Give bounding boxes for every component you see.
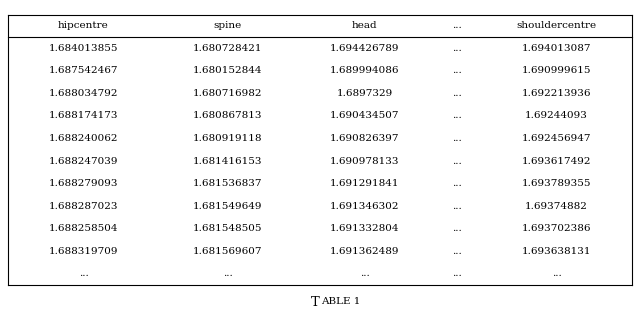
- Text: 1.680867813: 1.680867813: [193, 111, 262, 120]
- Text: ...: ...: [360, 269, 369, 278]
- Text: T: T: [311, 295, 320, 308]
- Text: ...: ...: [452, 247, 462, 256]
- Text: 1.688279093: 1.688279093: [49, 179, 118, 188]
- Text: 1.688240062: 1.688240062: [49, 134, 118, 143]
- Text: 1.690999615: 1.690999615: [522, 66, 591, 75]
- Text: ...: ...: [452, 66, 462, 75]
- Text: 1.688034792: 1.688034792: [49, 89, 118, 98]
- Text: ...: ...: [452, 111, 462, 120]
- Text: shouldercentre: shouldercentre: [516, 21, 596, 30]
- Text: 1.689994086: 1.689994086: [330, 66, 399, 75]
- Text: spine: spine: [213, 21, 241, 30]
- Text: 1.681569607: 1.681569607: [193, 247, 262, 256]
- Text: ...: ...: [552, 269, 561, 278]
- Text: ...: ...: [452, 89, 462, 98]
- Text: 1.690826397: 1.690826397: [330, 134, 399, 143]
- Text: 1.687542467: 1.687542467: [49, 66, 118, 75]
- Text: 1.688174173: 1.688174173: [49, 111, 118, 120]
- Text: ...: ...: [452, 21, 462, 30]
- Text: 1.688247039: 1.688247039: [49, 156, 118, 165]
- Text: 1.69244093: 1.69244093: [525, 111, 588, 120]
- Text: 1.69374882: 1.69374882: [525, 202, 588, 211]
- Text: 1.691291841: 1.691291841: [330, 179, 399, 188]
- Text: ...: ...: [452, 156, 462, 165]
- Text: ...: ...: [223, 269, 232, 278]
- Text: 1.680152844: 1.680152844: [193, 66, 262, 75]
- Text: 1.694013087: 1.694013087: [522, 44, 591, 53]
- Text: 1.680919118: 1.680919118: [193, 134, 262, 143]
- Text: 1.691362489: 1.691362489: [330, 247, 399, 256]
- Text: 1.693789355: 1.693789355: [522, 179, 591, 188]
- Text: ...: ...: [452, 134, 462, 143]
- Text: hipcentre: hipcentre: [58, 21, 109, 30]
- Text: 1.688287023: 1.688287023: [49, 202, 118, 211]
- Text: ...: ...: [452, 202, 462, 211]
- Text: 1.693617492: 1.693617492: [522, 156, 591, 165]
- Text: 1.681549649: 1.681549649: [193, 202, 262, 211]
- Text: 1.693638131: 1.693638131: [522, 247, 591, 256]
- Text: ...: ...: [452, 44, 462, 53]
- Text: 1.688319709: 1.688319709: [49, 247, 118, 256]
- Text: 1.691332804: 1.691332804: [330, 224, 399, 233]
- Text: 1.680716982: 1.680716982: [193, 89, 262, 98]
- Text: 1.684013855: 1.684013855: [49, 44, 118, 53]
- Text: ...: ...: [452, 179, 462, 188]
- Text: 1.692456947: 1.692456947: [522, 134, 591, 143]
- Text: 1.688258504: 1.688258504: [49, 224, 118, 233]
- Text: ...: ...: [452, 224, 462, 233]
- Text: 1.690434507: 1.690434507: [330, 111, 399, 120]
- Text: ABLE 1: ABLE 1: [321, 298, 360, 307]
- Text: 1.681536837: 1.681536837: [193, 179, 262, 188]
- Text: 1.6897329: 1.6897329: [337, 89, 393, 98]
- Text: ...: ...: [79, 269, 88, 278]
- Text: 1.692213936: 1.692213936: [522, 89, 591, 98]
- Text: ...: ...: [452, 269, 462, 278]
- Text: 1.690978133: 1.690978133: [330, 156, 399, 165]
- Text: 1.693702386: 1.693702386: [522, 224, 591, 233]
- Text: 1.680728421: 1.680728421: [193, 44, 262, 53]
- Text: 1.681416153: 1.681416153: [193, 156, 262, 165]
- Text: 1.694426789: 1.694426789: [330, 44, 399, 53]
- Text: 1.681548505: 1.681548505: [193, 224, 262, 233]
- Text: head: head: [352, 21, 378, 30]
- Text: 1.691346302: 1.691346302: [330, 202, 399, 211]
